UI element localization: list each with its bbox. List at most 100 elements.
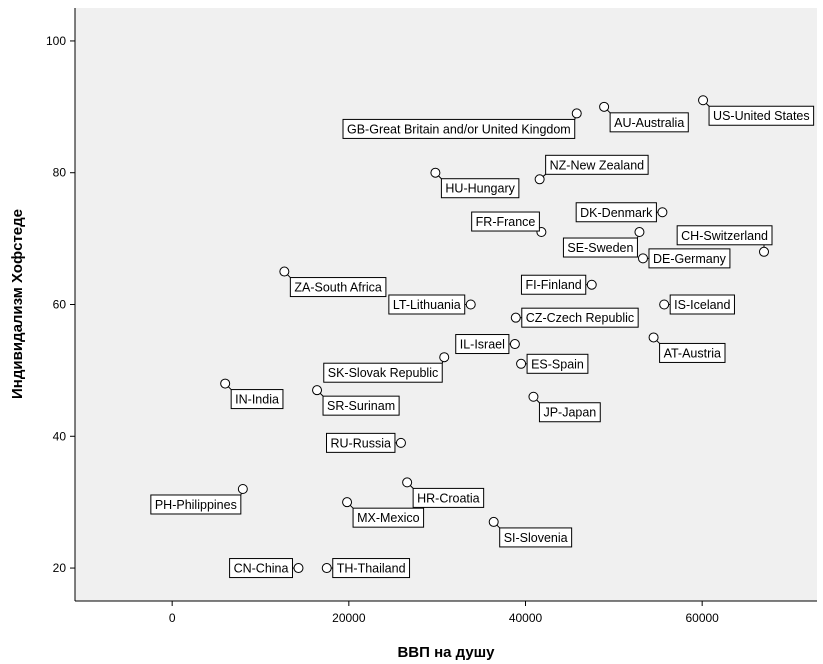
x-tick-label: 0 — [169, 611, 176, 625]
point-label: HU-Hungary — [440, 178, 520, 199]
point-label-text: FR-France — [476, 215, 536, 229]
data-point — [293, 563, 304, 574]
data-point — [516, 358, 527, 369]
point-label-text: IN-India — [235, 393, 279, 407]
point-label-box — [520, 274, 587, 295]
point-label: SR-Surinam — [322, 395, 400, 416]
point-label: TH-Thailand — [332, 558, 411, 579]
point-label: RU-Russia — [326, 432, 396, 453]
data-point — [599, 101, 610, 112]
point-label-box — [326, 432, 396, 453]
point-label: IN-India — [230, 389, 284, 410]
point-label-text: IL-Israel — [460, 338, 505, 352]
point-label-box — [388, 294, 466, 315]
data-point — [509, 339, 520, 350]
x-tick-label: 40000 — [509, 611, 543, 625]
point-label-box — [471, 211, 540, 232]
point-label-text: IS-Iceland — [674, 298, 730, 312]
point-label-box — [521, 307, 639, 328]
point-label-text: PH-Philippines — [155, 498, 237, 512]
data-point — [465, 299, 476, 310]
x-tick-label: 20000 — [332, 611, 366, 625]
point-label-box — [230, 389, 284, 410]
point-label-box — [455, 334, 510, 355]
data-point — [342, 497, 353, 508]
point-label-box — [322, 395, 400, 416]
data-point — [439, 352, 450, 363]
point-label-text: SI-Slovenia — [504, 531, 568, 545]
point-label: LT-Lithuania — [388, 294, 466, 315]
point-label-box — [648, 248, 731, 269]
point-label: DK-Denmark — [575, 202, 657, 223]
point-label-box — [150, 494, 242, 515]
point-label-box — [440, 178, 520, 199]
data-point — [220, 378, 231, 389]
point-label: AT-Austria — [659, 342, 726, 363]
point-label-text: HU-Hungary — [445, 182, 515, 196]
point-label-box — [545, 154, 649, 175]
point-label: JP-Japan — [538, 402, 601, 423]
point-label-text: GB-Great Britain and/or United Kingdom — [347, 122, 571, 136]
point-label-text: RU-Russia — [331, 436, 391, 450]
point-label-text: ZA-South Africa — [294, 281, 382, 295]
point-label: PH-Philippines — [150, 494, 242, 515]
point-label-box — [669, 294, 735, 315]
point-label-box — [229, 558, 293, 579]
data-point — [659, 299, 670, 310]
point-label-text: DK-Denmark — [580, 206, 653, 220]
data-point — [510, 312, 521, 323]
data-point — [395, 437, 406, 448]
y-tick-label: 60 — [53, 298, 67, 312]
point-label: IL-Israel — [455, 334, 510, 355]
point-label-text: DE-Germany — [653, 252, 727, 266]
point-label-text: NZ-New Zealand — [550, 158, 645, 172]
data-point — [586, 279, 597, 290]
point-label: CZ-Czech Republic — [521, 307, 639, 328]
data-point — [657, 207, 668, 218]
point-label: IS-Iceland — [669, 294, 735, 315]
y-tick-label: 80 — [53, 166, 67, 180]
y-tick-label: 40 — [53, 429, 67, 443]
point-label-text: CZ-Czech Republic — [526, 311, 634, 325]
point-label-text: CN-China — [234, 562, 289, 576]
data-point — [534, 174, 545, 185]
point-label: US-United States — [708, 105, 815, 126]
point-label-text: US-United States — [713, 109, 810, 123]
point-label: NZ-New Zealand — [545, 154, 649, 175]
point-label-text: LT-Lithuania — [393, 298, 461, 312]
y-tick-label: 20 — [53, 561, 67, 575]
point-label-text: AT-Austria — [664, 346, 721, 360]
data-point — [430, 167, 441, 178]
point-label-text: ES-Spain — [531, 357, 584, 371]
data-point — [528, 391, 539, 402]
point-label-text: JP-Japan — [543, 406, 596, 420]
point-label-box — [323, 362, 443, 383]
point-label-box — [526, 353, 589, 374]
data-point — [312, 385, 323, 396]
data-point — [571, 108, 582, 119]
point-label-box — [575, 202, 657, 223]
point-label: SE-Sweden — [562, 237, 638, 258]
point-label-text: AU-Australia — [614, 116, 684, 130]
point-label: ZA-South Africa — [289, 277, 387, 298]
point-label-text: SR-Surinam — [327, 399, 395, 413]
point-label-text: TH-Thailand — [337, 562, 406, 576]
point-label-box — [412, 487, 485, 508]
point-label-box — [499, 527, 573, 548]
data-point — [321, 563, 332, 574]
point-label: GB-Great Britain and/or United Kingdom — [342, 118, 576, 139]
point-label: MX-Mexico — [352, 507, 425, 528]
data-point — [402, 477, 413, 488]
point-label: AU-Australia — [609, 112, 689, 133]
point-label-text: SE-Sweden — [567, 241, 633, 255]
point-label: HR-Croatia — [412, 487, 485, 508]
data-point — [237, 483, 248, 494]
x-tick-label: 60000 — [685, 611, 719, 625]
data-points — [220, 95, 769, 574]
point-label: FI-Finland — [520, 274, 587, 295]
point-label-box — [538, 402, 601, 423]
point-label-box — [708, 105, 815, 126]
point-label-text: HR-Croatia — [417, 491, 480, 505]
data-point — [634, 227, 645, 238]
